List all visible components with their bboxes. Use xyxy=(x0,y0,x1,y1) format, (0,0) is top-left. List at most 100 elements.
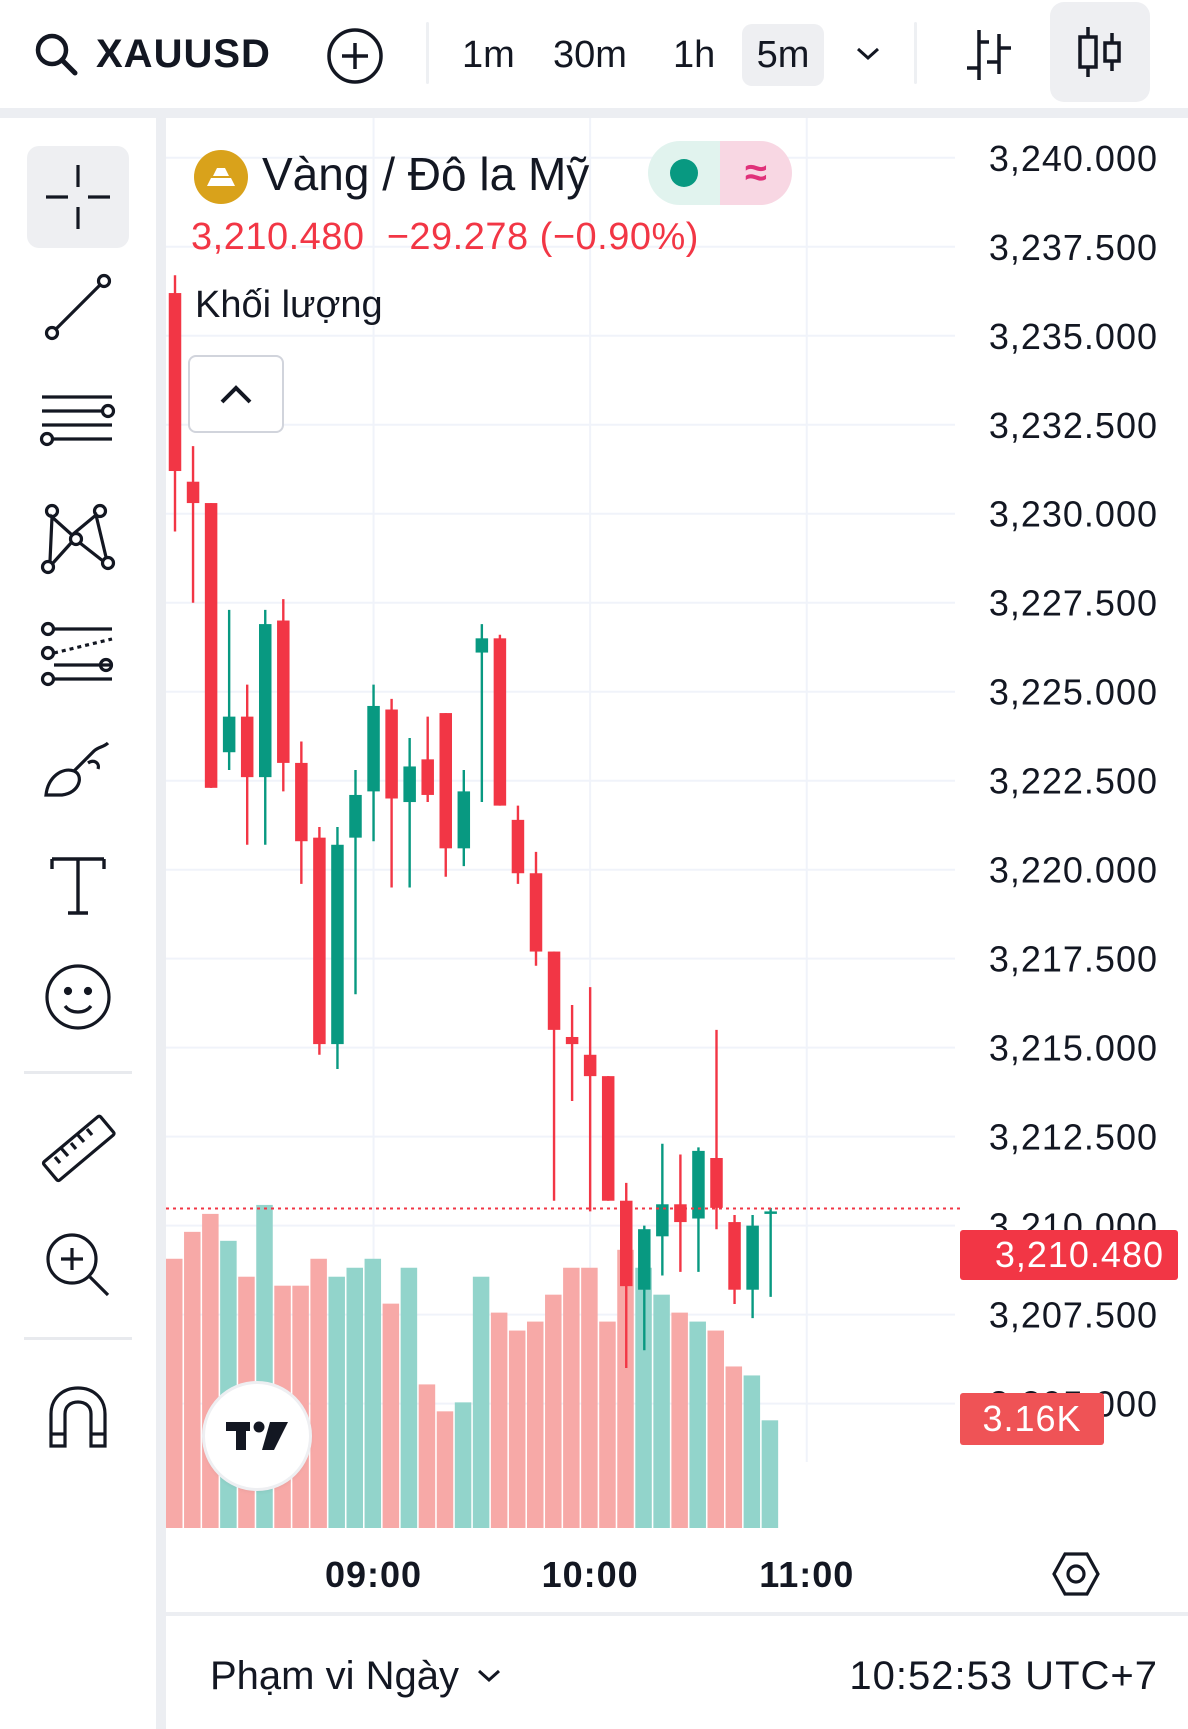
timeframe-1m[interactable]: 1m xyxy=(462,33,515,76)
fib-retracement-icon[interactable] xyxy=(27,604,129,706)
chevron-down-icon[interactable] xyxy=(844,30,892,78)
candle-body xyxy=(529,873,543,952)
volume-bar xyxy=(689,1321,706,1528)
candle-body xyxy=(204,503,218,788)
volume-bar xyxy=(310,1258,327,1528)
toolbar-divider xyxy=(914,22,917,84)
volume-bar xyxy=(653,1294,670,1528)
volume-bar xyxy=(202,1213,219,1528)
symbol-description[interactable]: Vàng / Đô la Mỹ xyxy=(262,148,590,200)
last-price: 3,210.480 xyxy=(191,216,365,258)
timeframe-30m[interactable]: 30m xyxy=(553,33,627,76)
price-axis[interactable]: 3,205.0003,207.5003,210.0003,212.5003,21… xyxy=(989,138,1158,1425)
horizontal-lines-icon[interactable] xyxy=(27,372,129,474)
volume-bar xyxy=(563,1267,580,1528)
candle-body xyxy=(674,1204,687,1223)
price-axis-label: 3,215.000 xyxy=(989,1028,1158,1069)
timeframe-5m[interactable]: 5m xyxy=(742,24,824,86)
market-open-indicator xyxy=(648,141,720,205)
search-icon[interactable] xyxy=(28,26,84,82)
zoom-in-icon[interactable] xyxy=(27,1214,129,1316)
candle-body xyxy=(240,716,254,778)
price-axis-label: 3,222.500 xyxy=(989,761,1158,802)
candle-style-icon[interactable] xyxy=(1050,2,1150,102)
price-axis-label: 3,232.500 xyxy=(989,405,1158,446)
toolbar-scroll-fade xyxy=(1164,0,1188,100)
price-axis-label: 3,217.500 xyxy=(989,939,1158,980)
date-range-label: Phạm vi Ngày xyxy=(210,1653,459,1698)
status-dot-icon xyxy=(670,159,698,187)
add-symbol-icon[interactable] xyxy=(325,26,385,86)
candle-body xyxy=(403,766,416,803)
market-status-pill[interactable]: ≈ xyxy=(648,141,792,205)
candle-body xyxy=(710,1158,723,1208)
timezone-clock[interactable]: 10:52:53 UTC+7 xyxy=(849,1653,1158,1698)
volume-bar xyxy=(328,1276,345,1528)
legend-price-change: 3,210.480 −29.278 (−0.90%) xyxy=(191,216,699,259)
price-axis-label: 3,225.000 xyxy=(989,672,1158,713)
volume-bar xyxy=(635,1267,652,1528)
time-axis[interactable]: 09:00 10:00 11:00 xyxy=(325,1554,854,1595)
candle-body xyxy=(277,620,290,763)
volume-bar xyxy=(617,1249,634,1528)
text-icon[interactable] xyxy=(27,834,129,936)
price-axis-label: 3,212.500 xyxy=(989,1117,1158,1158)
candle-body xyxy=(728,1222,741,1290)
candle-body xyxy=(367,705,380,792)
price-axis-label: 3,240.000 xyxy=(989,138,1158,179)
timeframe-1h[interactable]: 1h xyxy=(673,33,716,76)
symbol-name[interactable]: XAUUSD xyxy=(96,31,271,76)
pattern-icon[interactable] xyxy=(27,488,129,590)
volume-bar xyxy=(508,1330,526,1528)
gold-logo xyxy=(194,150,248,204)
candle-body xyxy=(385,709,398,799)
price-axis-label: 3,220.000 xyxy=(989,850,1158,891)
volume-bar xyxy=(545,1294,562,1528)
price-axis-label: 3,207.500 xyxy=(989,1295,1158,1336)
toolbar-divider xyxy=(24,1071,132,1074)
volume-bar xyxy=(743,1375,761,1528)
time-axis-label: 11:00 xyxy=(759,1554,854,1595)
volume-bar xyxy=(581,1267,598,1528)
candle-body xyxy=(457,791,471,849)
candle-body xyxy=(313,837,326,1045)
drawing-toolbar xyxy=(0,118,158,1729)
price-axis-label: 3,230.000 xyxy=(989,494,1158,535)
ruler-icon[interactable] xyxy=(27,1098,129,1200)
candle-body xyxy=(295,762,308,842)
candle-body xyxy=(601,1076,615,1201)
volume-indicator-label[interactable]: Khối lượng xyxy=(195,284,383,326)
candle-body xyxy=(186,481,200,504)
volume-bar xyxy=(671,1312,688,1528)
candle-body xyxy=(565,1036,579,1045)
trend-line-icon[interactable] xyxy=(27,256,129,358)
volume-bar xyxy=(490,1312,508,1528)
bar-style-icon[interactable] xyxy=(955,22,1021,88)
magnet-icon[interactable] xyxy=(27,1366,129,1468)
price-axis-label: 3,235.000 xyxy=(989,316,1158,357)
price-axis-label: 3,227.500 xyxy=(989,583,1158,624)
volume-bar xyxy=(761,1420,779,1528)
toolbar-divider xyxy=(426,22,429,84)
emoji-icon[interactable] xyxy=(27,946,129,1048)
volume-bar xyxy=(184,1231,201,1528)
volume-bar xyxy=(527,1321,544,1528)
date-range-selector[interactable]: Phạm vi Ngày xyxy=(210,1648,503,1704)
price-axis-label: 3,237.500 xyxy=(989,227,1158,268)
crosshair-icon[interactable] xyxy=(27,146,129,248)
volume-bar xyxy=(220,1240,237,1528)
candle-body xyxy=(583,1054,597,1077)
tradingview-logo[interactable] xyxy=(205,1384,309,1488)
collapse-legend-button[interactable] xyxy=(188,355,284,433)
delayed-data-icon: ≈ xyxy=(720,141,792,205)
candle-body xyxy=(421,759,434,795)
candle-body xyxy=(638,1229,651,1290)
chart-settings-icon[interactable] xyxy=(1050,1548,1102,1600)
volume-bar xyxy=(400,1267,418,1528)
volume-bar xyxy=(725,1366,743,1528)
candle-body xyxy=(547,951,561,1030)
brush-icon[interactable] xyxy=(27,718,129,820)
price-change: −29.278 (−0.90%) xyxy=(386,216,699,258)
volume-bar xyxy=(382,1303,400,1528)
